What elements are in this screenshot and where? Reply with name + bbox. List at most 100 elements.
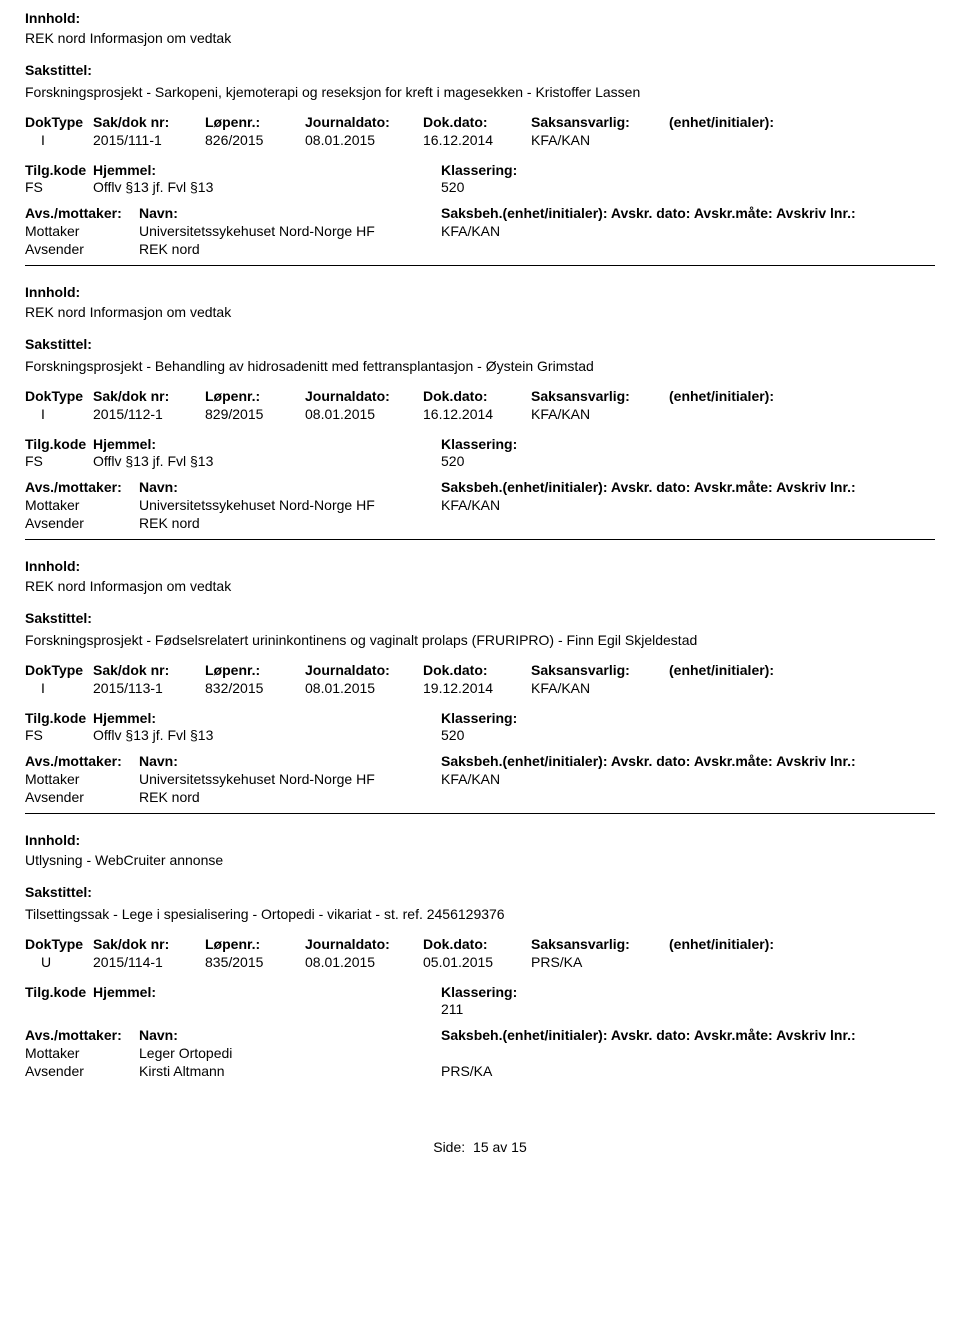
header-row-1: DokType Sak/dok nr: Løpenr.: Journaldato… xyxy=(25,662,935,678)
klassering-label: Klassering: xyxy=(441,710,935,726)
klassering-label: Klassering: xyxy=(441,436,935,452)
hjemmel-label: Hjemmel: xyxy=(93,162,441,178)
avsender-kode xyxy=(441,515,935,531)
header-row-1: DokType Sak/dok nr: Løpenr.: Journaldato… xyxy=(25,936,935,952)
innhold-text: REK nord Informasjon om vedtak xyxy=(25,30,935,46)
klassering-value: 520 xyxy=(441,727,935,743)
avsender-navn: REK nord xyxy=(139,515,441,531)
avsender-navn: REK nord xyxy=(139,789,441,805)
navn-label: Navn: xyxy=(139,479,441,495)
value-row-2: FS Offlv §13 jf. Fvl §13 520 xyxy=(25,727,935,743)
lopenr-value: 832/2015 xyxy=(205,680,305,696)
mottaker-row: Mottaker Leger Ortopedi xyxy=(25,1045,935,1061)
dokdato-label: Dok.dato: xyxy=(423,388,531,404)
enhet-label: (enhet/initialer): xyxy=(669,114,935,130)
journaldato-label: Journaldato: xyxy=(305,936,423,952)
hjemmel-value: Offlv §13 jf. Fvl §13 xyxy=(93,179,441,195)
mottaker-kode: KFA/KAN xyxy=(441,497,935,513)
mottaker-kode: KFA/KAN xyxy=(441,223,935,239)
sakstittel-text: Forskningsprosjekt - Behandling av hidro… xyxy=(25,358,935,374)
mottaker-label: Mottaker xyxy=(25,1045,139,1061)
mottaker-row: Mottaker Universitetssykehuset Nord-Norg… xyxy=(25,497,935,513)
avsmottaker-label: Avs./mottaker: xyxy=(25,479,139,495)
avsender-row: Avsender REK nord xyxy=(25,515,935,531)
avsender-label: Avsender xyxy=(25,241,139,257)
innhold-text: REK nord Informasjon om vedtak xyxy=(25,578,935,594)
enhet-label: (enhet/initialer): xyxy=(669,662,935,678)
sakdok-value: 2015/111-1 xyxy=(93,132,205,148)
saksansvarlig-value: KFA/KAN xyxy=(531,680,669,696)
mottaker-navn: Universitetssykehuset Nord-Norge HF xyxy=(139,771,441,787)
tilgkode-label: Tilg.kode xyxy=(25,984,93,1000)
mottaker-kode: KFA/KAN xyxy=(441,771,935,787)
journaldato-value: 08.01.2015 xyxy=(305,680,423,696)
footer-page-number: 15 av 15 xyxy=(473,1139,527,1155)
sakstittel-text: Forskningsprosjekt - Fødselsrelatert uri… xyxy=(25,632,935,648)
sakdok-label: Sak/dok nr: xyxy=(93,388,205,404)
value-row-1: I 2015/111-1 826/2015 08.01.2015 16.12.2… xyxy=(25,132,935,148)
value-row-2: FS Offlv §13 jf. Fvl §13 520 xyxy=(25,453,935,469)
saksbeh-label: Saksbeh.(enhet/initialer): Avskr. dato: … xyxy=(441,753,935,769)
sakdok-label: Sak/dok nr: xyxy=(93,936,205,952)
hjemmel-value: Offlv §13 jf. Fvl §13 xyxy=(93,727,441,743)
hjemmel-label: Hjemmel: xyxy=(93,984,441,1000)
doktype-value: U xyxy=(25,954,93,970)
header-row-2: Tilg.kode Hjemmel: Klassering: xyxy=(25,436,935,452)
lopenr-label: Løpenr.: xyxy=(205,662,305,678)
hjemmel-value xyxy=(93,1001,441,1017)
page-footer: Side: 15 av 15 xyxy=(25,1139,935,1155)
avsender-label: Avsender xyxy=(25,515,139,531)
mottaker-kode xyxy=(441,1045,935,1061)
innhold-label: Innhold: xyxy=(25,558,935,574)
doktype-value: I xyxy=(25,132,93,148)
journaldato-value: 08.01.2015 xyxy=(305,954,423,970)
header-row-1: DokType Sak/dok nr: Løpenr.: Journaldato… xyxy=(25,114,935,130)
lopenr-label: Løpenr.: xyxy=(205,936,305,952)
innhold-text: Utlysning - WebCruiter annonse xyxy=(25,852,935,868)
avsender-row: Avsender Kirsti Altmann PRS/KA xyxy=(25,1063,935,1079)
enhet-label: (enhet/initialer): xyxy=(669,388,935,404)
tilgkode-value xyxy=(25,1001,93,1017)
avsender-row: Avsender REK nord xyxy=(25,789,935,805)
value-row-1: I 2015/112-1 829/2015 08.01.2015 16.12.2… xyxy=(25,406,935,422)
hjemmel-label: Hjemmel: xyxy=(93,710,441,726)
dokdato-label: Dok.dato: xyxy=(423,936,531,952)
mottaker-row: Mottaker Universitetssykehuset Nord-Norg… xyxy=(25,223,935,239)
tilgkode-label: Tilg.kode xyxy=(25,436,93,452)
mottaker-navn: Universitetssykehuset Nord-Norge HF xyxy=(139,223,441,239)
hjemmel-value: Offlv §13 jf. Fvl §13 xyxy=(93,453,441,469)
value-row-2: 211 xyxy=(25,1001,935,1017)
doktype-label: DokType xyxy=(25,662,93,678)
dokdato-label: Dok.dato: xyxy=(423,662,531,678)
tilgkode-value: FS xyxy=(25,179,93,195)
tilgkode-label: Tilg.kode xyxy=(25,710,93,726)
saksansvarlig-value: KFA/KAN xyxy=(531,406,669,422)
doktype-value: I xyxy=(25,406,93,422)
mottaker-navn: Leger Ortopedi xyxy=(139,1045,441,1061)
value-row-1: I 2015/113-1 832/2015 08.01.2015 19.12.2… xyxy=(25,680,935,696)
saksbeh-label: Saksbeh.(enhet/initialer): Avskr. dato: … xyxy=(441,1027,935,1043)
value-row-1: U 2015/114-1 835/2015 08.01.2015 05.01.2… xyxy=(25,954,935,970)
saksansvarlig-label: Saksansvarlig: xyxy=(531,662,669,678)
journal-record: Innhold: REK nord Informasjon om vedtak … xyxy=(25,10,935,257)
journal-record: Innhold: Utlysning - WebCruiter annonse … xyxy=(25,832,935,1079)
doktype-value: I xyxy=(25,680,93,696)
avsmottaker-label: Avs./mottaker: xyxy=(25,1027,139,1043)
sakstittel-text: Forskningsprosjekt - Sarkopeni, kjemoter… xyxy=(25,84,935,100)
record-separator xyxy=(25,813,935,814)
avsender-navn: Kirsti Altmann xyxy=(139,1063,441,1079)
header-row-3: Avs./mottaker: Navn: Saksbeh.(enhet/init… xyxy=(25,1027,935,1043)
footer-side-label: Side: xyxy=(433,1139,465,1155)
saksansvarlig-label: Saksansvarlig: xyxy=(531,114,669,130)
avsender-row: Avsender REK nord xyxy=(25,241,935,257)
doktype-label: DokType xyxy=(25,114,93,130)
klassering-label: Klassering: xyxy=(441,162,935,178)
navn-label: Navn: xyxy=(139,205,441,221)
klassering-value: 520 xyxy=(441,179,935,195)
lopenr-value: 829/2015 xyxy=(205,406,305,422)
sakdok-label: Sak/dok nr: xyxy=(93,662,205,678)
doktype-label: DokType xyxy=(25,388,93,404)
sakstittel-label: Sakstittel: xyxy=(25,610,935,626)
avsender-label: Avsender xyxy=(25,1063,139,1079)
sakdok-label: Sak/dok nr: xyxy=(93,114,205,130)
